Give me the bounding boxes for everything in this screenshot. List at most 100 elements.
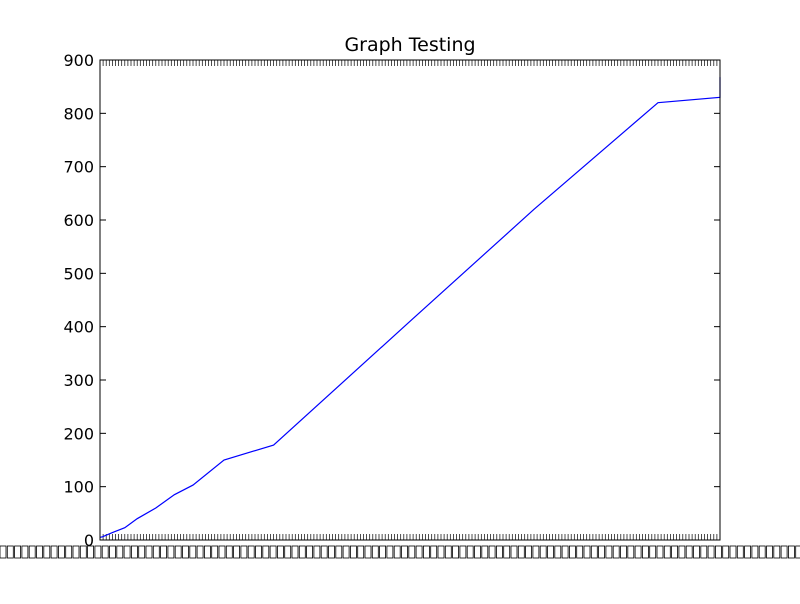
x-tick-label-glyph (255, 545, 262, 559)
y-axis: 0 100 200 300 400 500 600 700 800 900 (63, 51, 720, 550)
x-tick-label-glyph (79, 545, 87, 559)
x-tick-label-glyph (218, 545, 226, 559)
x-tick-label-glyph (72, 545, 80, 559)
x-tick-label-glyph (65, 545, 73, 559)
x-tick-label-glyph (6, 545, 14, 559)
x-tick-label-glyph (240, 545, 248, 559)
x-tick-label-glyph (247, 545, 255, 559)
x-tick-label-glyph (649, 545, 657, 559)
x-tick-label-glyph (466, 545, 474, 559)
x-tick-label-glyph (225, 545, 233, 559)
x-tick-label-glyph (94, 545, 102, 559)
x-tick-label-glyph (284, 545, 292, 559)
x-tick-label-glyph (627, 545, 635, 559)
x-tick-label-glyph (109, 545, 116, 559)
y-tick-label: 200 (63, 424, 94, 443)
x-tick-label-glyph (532, 545, 540, 559)
x-tick-label-glyph (342, 545, 350, 559)
x-tick-label-glyph (488, 545, 496, 559)
x-tick-label-glyph (138, 545, 146, 559)
x-tick-label-glyph (678, 545, 686, 559)
x-tick-label-glyph (780, 545, 788, 559)
x-tick-label-glyph (656, 545, 664, 559)
x-tick-label-glyph (145, 545, 153, 559)
x-tick-label-glyph (408, 545, 416, 559)
x-tick-label-glyph (386, 545, 394, 559)
x-tick-label-glyph (547, 545, 554, 559)
x-tick-label-glyph (642, 545, 649, 559)
x-tick-label-glyph (233, 545, 241, 559)
y-tick-label: 700 (63, 158, 94, 177)
x-tick-label-glyph (685, 545, 693, 559)
x-tick-label-glyph (123, 545, 131, 559)
chart-title: Graph Testing (344, 34, 476, 56)
x-tick-label-glyph (58, 545, 65, 559)
x-tick-label-glyph (393, 545, 401, 559)
x-tick-label-glyph (371, 545, 379, 559)
x-tick-label-glyph (276, 545, 284, 559)
x-tick-label-glyph (130, 545, 138, 559)
x-tick-label-glyph (189, 545, 197, 559)
x-tick-label-glyph (0, 545, 7, 559)
x-tick-label-glyph (430, 545, 438, 559)
x-tick-label-glyph (751, 545, 759, 559)
x-tick-label-glyph (517, 545, 525, 559)
x-tick-label-glyph (605, 545, 613, 559)
x-tick-label-glyph (561, 545, 569, 559)
x-tick-label-glyph (291, 545, 299, 559)
x-tick-label-glyph (634, 545, 642, 559)
x-tick-label-glyph (298, 545, 306, 559)
x-tick-label-glyph (539, 545, 547, 559)
series-line (99, 77, 721, 538)
x-tick-label-glyph (510, 545, 518, 559)
x-tick-label-glyph (262, 545, 270, 559)
plot-frame (99, 59, 721, 541)
x-tick-label-glyph (612, 545, 620, 559)
x-tick-label-glyph (379, 545, 387, 559)
x-tick-label-glyph (43, 545, 51, 559)
x-tick-label-glyph (328, 545, 335, 559)
y-tick-label: 0 (84, 531, 94, 550)
x-tick-label-glyph (736, 545, 744, 559)
x-tick-label-glyph (160, 545, 168, 559)
y-tick-label: 300 (63, 371, 94, 390)
x-tick-label-glyph (525, 545, 532, 559)
x-tick-label-glyph (174, 545, 182, 559)
x-tick-label-glyph (21, 545, 29, 559)
x-tick-label-glyph (598, 545, 605, 559)
x-tick-label-glyph (101, 545, 109, 559)
x-tick-label-glyph (795, 545, 800, 559)
x-tick-label-glyph (503, 545, 511, 559)
x-tick-label-glyph (452, 545, 460, 559)
x-tick-label-glyph (36, 545, 43, 559)
x-tick-label-glyph (671, 545, 678, 559)
x-tick-label-glyph (766, 545, 773, 559)
x-tick-label-glyph (715, 545, 722, 559)
y-tick-label: 600 (63, 211, 94, 230)
x-tick-label-glyph (620, 545, 627, 559)
x-tick-label-glyph (349, 545, 357, 559)
x-tick-label-glyph (495, 545, 503, 559)
x-tick-label-glyph (182, 545, 189, 559)
x-tick-label-glyph (788, 545, 795, 559)
x-tick-label-glyph (700, 545, 708, 559)
x-tick-label-glyph (693, 545, 700, 559)
x-tick-label-glyph (474, 545, 481, 559)
x-tick-label-glyph (576, 545, 584, 559)
y-tick-label: 400 (63, 318, 94, 337)
x-tick-label-glyph (14, 545, 22, 559)
x-tick-label-glyph (357, 545, 365, 559)
x-tick-label-glyph (50, 545, 58, 559)
x-tick-label-glyph (554, 545, 562, 559)
x-tick-label-glyph (583, 545, 591, 559)
x-tick-label-glyph (707, 545, 715, 559)
x-tick-label-glyph (444, 545, 452, 559)
x-tick-label-glyph (459, 545, 467, 559)
x-tick-label-glyph (729, 545, 737, 559)
x-tick-label-glyph (663, 545, 671, 559)
series-layer (99, 77, 721, 538)
y-tick-label: 800 (63, 104, 94, 123)
x-tick-label-glyph (196, 545, 204, 559)
y-tick-label: 900 (63, 51, 94, 70)
